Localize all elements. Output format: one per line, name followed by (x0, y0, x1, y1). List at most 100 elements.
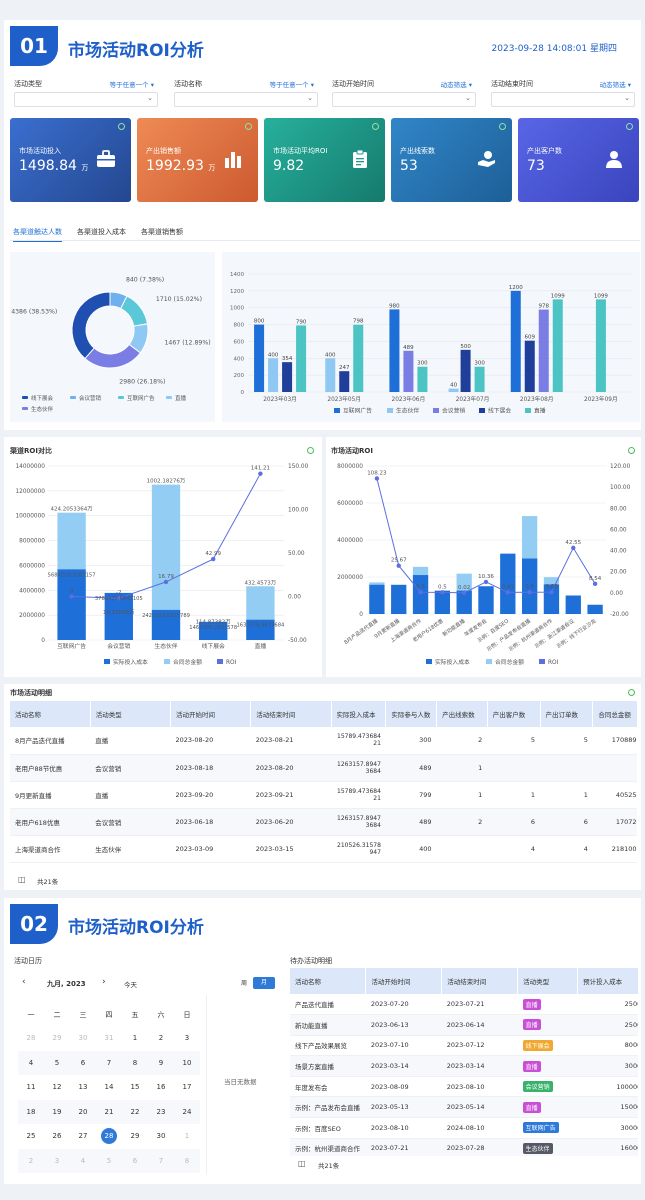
column-header[interactable]: 活动名称 (290, 968, 367, 994)
calendar-day[interactable]: 1 (184, 1132, 190, 1141)
filter-select[interactable]: ⌄ (174, 92, 318, 107)
next-month-button[interactable]: › (102, 977, 106, 987)
column-header[interactable]: 实际投入成本 (331, 701, 387, 727)
calendar-day[interactable]: 18 (18, 1099, 44, 1124)
filter-rule-dropdown[interactable]: 动态筛选 ▾ (599, 81, 631, 89)
calendar-day[interactable]: 6 (122, 1148, 148, 1173)
table-row[interactable]: 上海渠道商合作 生态伙伴 2023-03-09 2023-03-15 210526.31… (10, 835, 637, 863)
column-header[interactable]: 活动类型 (517, 968, 579, 994)
column-header[interactable]: 活动结束时间 (250, 701, 332, 727)
calendar-day[interactable]: 19 (44, 1099, 70, 1124)
view-month-button[interactable]: 月 (253, 977, 275, 989)
filter-rule-dropdown[interactable]: 等于任意一个 ▾ (109, 81, 154, 89)
info-icon[interactable] (626, 123, 633, 130)
info-icon[interactable] (245, 123, 252, 130)
filter-select[interactable]: ⌄ (332, 92, 476, 107)
calendar-day[interactable]: 6 (70, 1050, 96, 1075)
table-footer-icon[interactable]: ◫ (298, 1159, 306, 1168)
calendar-day[interactable]: 10 (174, 1050, 200, 1075)
calendar-day[interactable]: 2 (158, 1034, 164, 1043)
calendar-day[interactable]: 3 (184, 1034, 190, 1043)
legend-swatch (217, 659, 223, 664)
tab-reach[interactable]: 各渠道触达人数 (13, 227, 62, 242)
calendar-day[interactable]: 7 (148, 1148, 174, 1173)
table-row[interactable]: 8月产品迭代直播 直播 2023-08-20 2023-08-21 15789.4736… (10, 727, 637, 755)
calendar-day[interactable]: 27 (78, 1132, 88, 1141)
calendar-day[interactable]: 3 (44, 1148, 70, 1173)
column-header[interactable]: 产出线索数 (436, 701, 488, 727)
today-marker[interactable]: 28 (101, 1128, 117, 1145)
table-row[interactable]: 老用户618优惠 会议营销 2023-06-18 2023-06-20 1263157.… (10, 808, 637, 836)
calendar-day[interactable]: 23 (148, 1099, 174, 1124)
filter-select[interactable]: ⌄ (14, 92, 158, 107)
calendar-day[interactable]: 16 (156, 1083, 166, 1092)
calendar-day[interactable]: 29 (52, 1034, 62, 1043)
today-button[interactable]: 今天 (124, 981, 137, 989)
calendar-day[interactable]: 7 (96, 1050, 122, 1075)
calendar-day[interactable]: 9 (148, 1050, 174, 1075)
calendar-day[interactable]: 8 (122, 1050, 148, 1075)
column-header[interactable]: 产出订单数 (540, 701, 594, 727)
calendar-day[interactable]: 24 (174, 1099, 200, 1124)
calendar-day[interactable]: 5 (96, 1148, 122, 1173)
column-header[interactable]: 合同总金额 (592, 701, 637, 727)
column-header[interactable]: 实际参与人数 (385, 701, 438, 727)
column-header[interactable]: 预计投入成本 (577, 968, 638, 994)
column-header[interactable]: 活动开始时间 (170, 701, 252, 727)
info-icon[interactable] (628, 689, 635, 696)
calendar-day[interactable]: 17 (182, 1083, 192, 1092)
calendar-day[interactable]: 31 (104, 1034, 114, 1043)
tab-sales[interactable]: 各渠道销售额 (141, 228, 183, 236)
calendar-day[interactable]: 28 (26, 1034, 36, 1043)
column-header[interactable]: 活动类型 (90, 701, 172, 727)
calendar-day[interactable]: 13 (78, 1083, 88, 1092)
calendar-day[interactable]: 30 (156, 1132, 166, 1141)
calendar-day[interactable]: 20 (70, 1099, 96, 1124)
filter-rule-dropdown[interactable]: 等于任意一个 ▾ (269, 81, 314, 89)
info-icon[interactable] (118, 123, 125, 130)
calendar-day[interactable]: 4 (70, 1148, 96, 1173)
calendar-day[interactable]: 14 (104, 1083, 114, 1092)
calendar-day[interactable]: 4 (18, 1050, 44, 1075)
activity-type-tag: 直播 (522, 1101, 541, 1113)
calendar-day[interactable]: 1 (132, 1034, 138, 1043)
calendar-day[interactable]: 22 (122, 1099, 148, 1124)
calendar-day[interactable]: 15 (130, 1083, 140, 1092)
calendar-day[interactable]: 21 (96, 1099, 122, 1124)
calendar-day[interactable]: 30 (78, 1034, 88, 1043)
tab-cost[interactable]: 各渠道投入成本 (77, 228, 126, 236)
calendar-day[interactable]: 11 (26, 1083, 36, 1092)
prev-month-button[interactable]: ‹ (22, 977, 26, 987)
table-footer-icon[interactable]: ◫ (18, 875, 26, 884)
column-header[interactable]: 活动名称 (10, 701, 91, 727)
calendar-day[interactable]: 5 (44, 1050, 70, 1075)
column-header[interactable]: 活动结束时间 (441, 968, 519, 994)
table-row[interactable]: 9月更新直播 直播 2023-09-20 2023-09-21 15789.473684… (10, 781, 637, 809)
bar-value-label: 19.21698万 (103, 609, 135, 616)
view-week-button[interactable]: 周 (240, 980, 247, 987)
calendar-day[interactable]: 28 (96, 1124, 122, 1149)
calendar-day[interactable]: 25 (26, 1132, 36, 1141)
info-icon[interactable] (499, 123, 506, 130)
column-header[interactable]: 活动开始时间 (365, 968, 443, 994)
calendar-day[interactable]: 26 (52, 1132, 62, 1141)
calendar-day[interactable]: 8 (174, 1148, 200, 1173)
filter-select[interactable]: ⌄ (491, 92, 635, 107)
calendar-day[interactable]: 12 (52, 1083, 62, 1092)
calendar-day[interactable]: 2 (18, 1148, 44, 1173)
filter-rule-dropdown[interactable]: 动态筛选 ▾ (440, 81, 472, 89)
info-icon[interactable] (372, 123, 379, 130)
calendar-day[interactable]: 29 (130, 1132, 140, 1141)
table-row[interactable]: 老用户88节优惠 会议营销 2023-08-18 2023-08-20 1263157.… (10, 754, 637, 782)
column-header[interactable]: 产出客户数 (487, 701, 541, 727)
info-icon[interactable] (628, 447, 635, 454)
info-icon[interactable] (307, 447, 314, 454)
